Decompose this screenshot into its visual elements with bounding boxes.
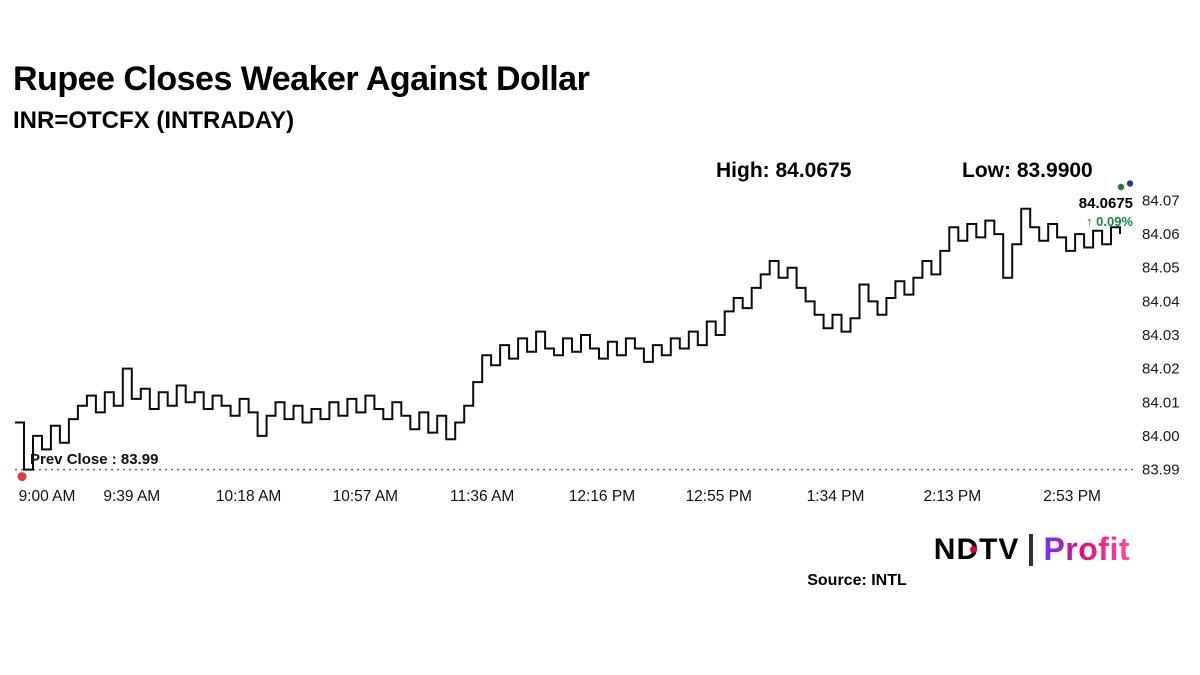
svg-text:84.00: 84.00 (1142, 428, 1180, 445)
logo-separator (1029, 533, 1034, 566)
chart-header: Rupee Closes Weaker Against Dollar INR=O… (13, 60, 590, 135)
svg-text:2:53 PM: 2:53 PM (1043, 488, 1101, 505)
svg-text:12:16 PM: 12:16 PM (569, 488, 635, 505)
high-annotation: High: 84.0675 (716, 159, 852, 182)
source-label: Source: INTL (807, 572, 907, 589)
svg-text:84.03: 84.03 (1142, 327, 1180, 344)
ndtv-profit-logo: NDTV Profit (934, 531, 1130, 568)
profit-wordmark: Profit (1043, 531, 1130, 567)
svg-text:83.99: 83.99 (1142, 462, 1180, 479)
change-percent-label: ↑ 0.09% (1086, 213, 1133, 229)
instrument-subtitle: INR=OTCFX (INTRADAY) (13, 106, 295, 134)
svg-text:11:36 AM: 11:36 AM (450, 488, 514, 505)
svg-text:10:57 AM: 10:57 AM (333, 488, 399, 505)
svg-text:84.01: 84.01 (1142, 394, 1180, 411)
svg-text:84.05: 84.05 (1142, 260, 1180, 277)
svg-text:84.06: 84.06 (1142, 226, 1180, 243)
low-annotation: Low: 83.9900 (962, 159, 1093, 182)
svg-text:2:13 PM: 2:13 PM (923, 488, 981, 505)
svg-text:84.07: 84.07 (1142, 192, 1180, 209)
svg-text:12:55 PM: 12:55 PM (686, 488, 752, 505)
svg-text:1:34 PM: 1:34 PM (807, 488, 865, 505)
svg-text:9:39 AM: 9:39 AM (103, 488, 160, 505)
ndtv-red-dot-icon (969, 545, 977, 553)
price-chart: 84.07 84.06 84.05 84.04 84.03 84.02 84.01 84.00… (15, 180, 1180, 505)
page-title: Rupee Closes Weaker Against Dollar (13, 60, 590, 98)
svg-text:84.04: 84.04 (1142, 293, 1180, 310)
svg-text:9:00 AM: 9:00 AM (19, 488, 76, 505)
ndtv-wordmark: NDTV (933, 532, 1020, 566)
svg-text:84.02: 84.02 (1142, 361, 1180, 378)
last-price-label: 84.0675 (1078, 195, 1133, 212)
svg-text:10:18 AM: 10:18 AM (216, 488, 282, 505)
last-price-box: 84.0675 ↑ 0.09% (1079, 195, 1133, 230)
prev-close-label: Prev Close : 83.99 (30, 451, 159, 468)
